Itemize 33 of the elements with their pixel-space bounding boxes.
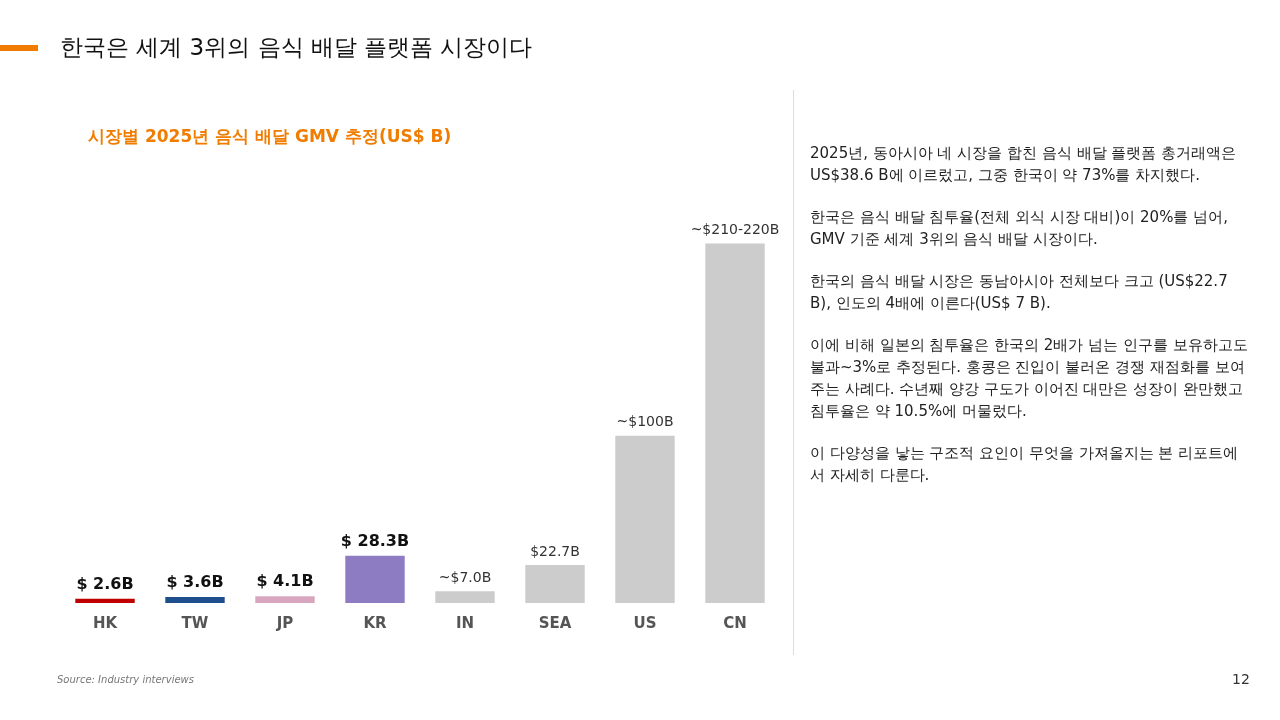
bar [705,243,765,603]
bar [75,598,135,603]
data-label: $ 4.1B [256,571,314,591]
x-tick-label: US [633,613,657,632]
data-label: $ 3.6B [166,572,224,592]
text: 이에 비해 일본의 침투율은 한국의 2배가 넘는 인구를 보유하고도 불과~3%로 추정된다. 홍콩은 진입이 불러온 경쟁 재점화를 보여주는 사례다. 수년째 양강 구도가 이어진 대만은 성장이 완만했고 침투율은 약 10.5%에 머물렀다. [810,335,1249,422]
x-tick-label: TW [181,613,209,632]
data-label: ~$210-220B [690,221,780,238]
bar [435,591,495,603]
data-label: $22.7B [530,542,580,559]
x-tick-label: SEA [538,613,572,632]
text: 이 다양성을 낳는 구조적 요인이 무엇을 가져올지는 본 리포트에서 자세히 다룬다. [810,443,1240,486]
bar [525,565,585,603]
data-label: ~$100B [616,413,674,430]
text: 12 [1232,671,1250,687]
text: 한국의 음식 배달 시장은 동남아시아 전체보다 크고 (US$22.7 B), 인도의 4배에 이른다(US$ 7 B). [810,271,1229,314]
x-tick-label: HK [92,613,119,632]
x-tick-label: KR [363,613,388,632]
bar [165,596,225,603]
data-label: ~$7.0B [438,568,492,585]
chart-subtitle: 시장별 2025년 음식 배달 GMV 추정(US$ B) [88,125,452,148]
x-tick-label: CN [723,613,747,632]
text: 한국은 음식 배달 침투율(전체 외식 시장 대비)이 20%를 넘어, GMV 기준 세계 3위의 음식 배달 시장이다. [810,207,1229,250]
x-tick-label: JP [275,613,294,632]
data-label: $ 2.6B [76,573,134,593]
chart-title: 한국은 세계 3위의 음식 배달 플랫폼 시장이다 [60,33,533,62]
source-note: Source: Industry interviews [57,674,194,685]
text: 2025년, 동아시아 네 시장을 합친 음식 배달 플랫폼 총거래액은 US$38.6 B에 이르렀고, 그중 한국이 약 73%를 차지했다. [810,143,1238,186]
bar [615,435,675,603]
x-tick-label: IN [455,613,475,632]
bar [345,555,405,603]
data-label: $ 28.3B [340,530,410,550]
bar [255,596,315,603]
